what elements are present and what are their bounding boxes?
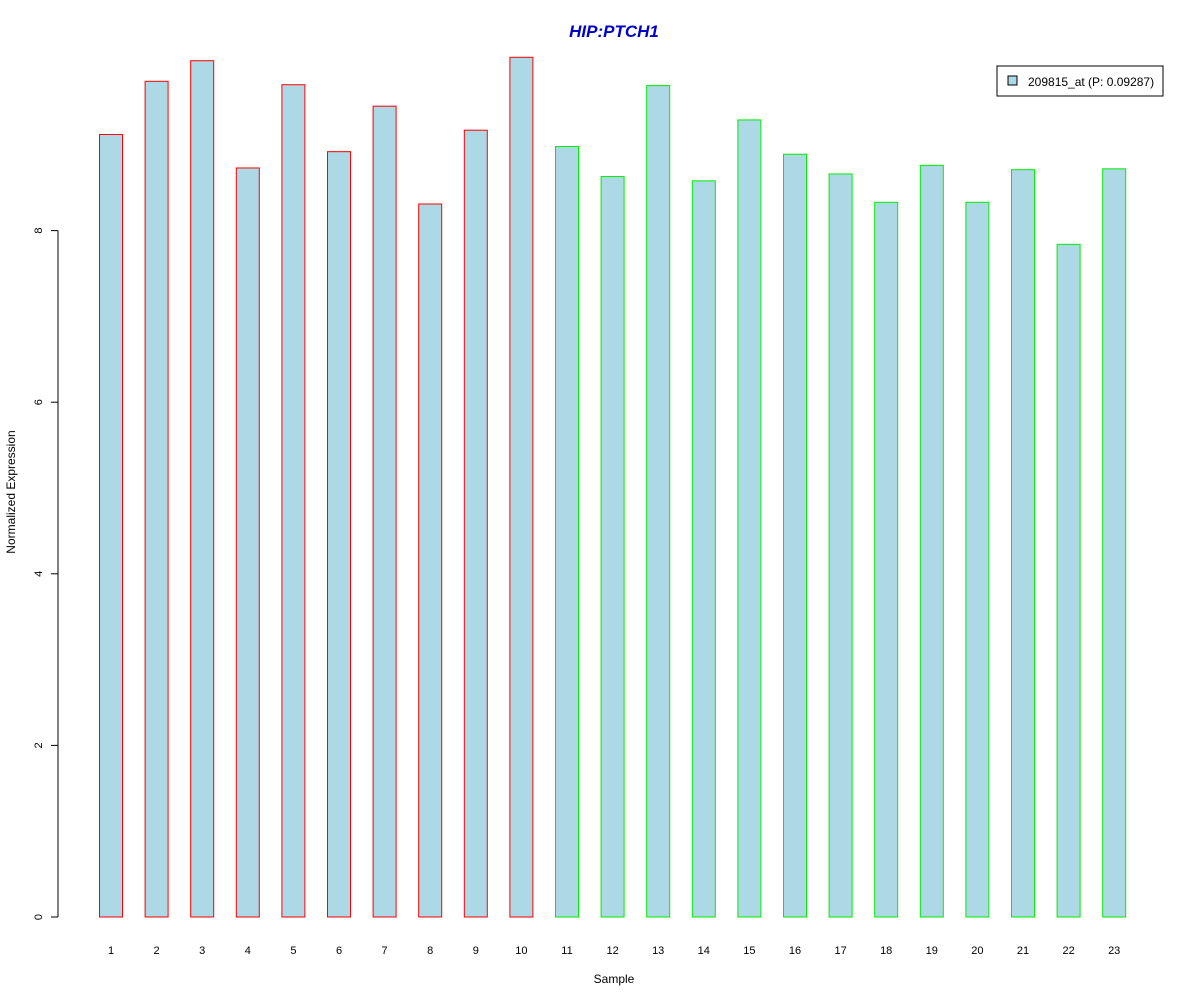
x-tick-label: 8 [427, 945, 433, 957]
bar-sample-15 [737, 119, 762, 918]
y-tick-label: 4 [33, 571, 45, 577]
bar-sample-8 [418, 203, 443, 918]
x-tick-label: 3 [199, 945, 205, 957]
x-tick-label: 12 [606, 945, 618, 957]
y-axis-title: Normalized Expression [4, 430, 18, 553]
bar-sample-13 [646, 85, 671, 918]
bar-sample-7 [372, 105, 397, 918]
legend: 209815_at (P: 0.09287) [996, 65, 1164, 97]
x-tick-label: 11 [561, 945, 572, 957]
x-tick-label: 2 [154, 945, 160, 957]
x-tick-label: 15 [743, 945, 755, 957]
bar-sample-18 [874, 201, 899, 918]
bar-sample-14 [691, 180, 716, 918]
bar-sample-6 [327, 151, 351, 918]
bar-sample-17 [828, 173, 853, 918]
x-tick-label: 4 [245, 945, 251, 957]
x-tick-label: 14 [698, 945, 710, 957]
bar-sample-23 [1102, 168, 1127, 918]
x-tick-labels: 1 2 3 4 5 6 7 8 9 10 11 12 13 14 15 16 17 18 19 20 21 22 23 [108, 945, 1120, 957]
chart-title: HIP:PTCH1 [569, 22, 659, 41]
legend-label: 209815_at (P: 0.09287) [1028, 75, 1154, 89]
bar-sample-12 [600, 176, 625, 918]
bar-sample-10 [509, 56, 534, 918]
bar-sample-22 [1056, 243, 1081, 918]
x-tick-label: 7 [382, 945, 388, 957]
bar-sample-11 [555, 146, 579, 918]
legend-swatch [1007, 75, 1018, 86]
x-tick-label: 19 [926, 945, 938, 957]
y-tick-label: 8 [33, 228, 45, 234]
x-tick-label: 5 [290, 945, 296, 957]
bar-sample-3 [190, 60, 215, 918]
x-tick-label: 18 [880, 945, 892, 957]
bar-sample-19 [919, 164, 944, 918]
bar-sample-9 [463, 129, 488, 918]
x-tick-label: 6 [336, 945, 342, 957]
bars [99, 56, 1127, 918]
x-tick-label: 16 [789, 945, 801, 957]
x-tick-label: 23 [1108, 945, 1120, 957]
bar-sample-1 [99, 134, 123, 918]
x-tick-label: 22 [1062, 945, 1074, 957]
x-tick-label: 21 [1017, 945, 1029, 957]
x-axis-title: Sample [594, 972, 635, 986]
x-tick-label: 1 [108, 945, 114, 957]
x-tick-label: 17 [834, 945, 846, 957]
bar-sample-16 [783, 153, 807, 918]
bar-sample-20 [965, 201, 990, 918]
y-tick-label: 0 [33, 914, 45, 920]
bar-sample-4 [235, 167, 260, 918]
bar-sample-21 [1011, 169, 1035, 918]
x-tick-label: 20 [971, 945, 983, 957]
legend-box [996, 65, 1164, 97]
y-tick-label: 6 [33, 399, 45, 405]
x-tick-label: 13 [652, 945, 664, 957]
bar-sample-2 [144, 80, 169, 918]
bar-sample-5 [281, 84, 306, 918]
x-tick-label: 9 [473, 945, 479, 957]
y-tick-label: 2 [33, 742, 45, 748]
x-tick-label: 10 [515, 945, 527, 957]
y-axis: 0 2 4 6 8 [33, 228, 59, 920]
